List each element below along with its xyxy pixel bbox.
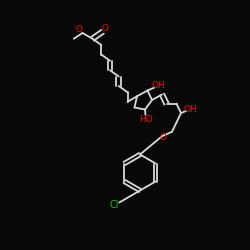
Text: HO: HO [138, 116, 152, 124]
Text: OH: OH [184, 106, 198, 114]
Text: Cl: Cl [109, 200, 118, 210]
Text: O: O [75, 26, 82, 35]
Text: OH: OH [151, 80, 165, 90]
Text: O: O [101, 24, 108, 33]
Text: O: O [160, 132, 167, 141]
